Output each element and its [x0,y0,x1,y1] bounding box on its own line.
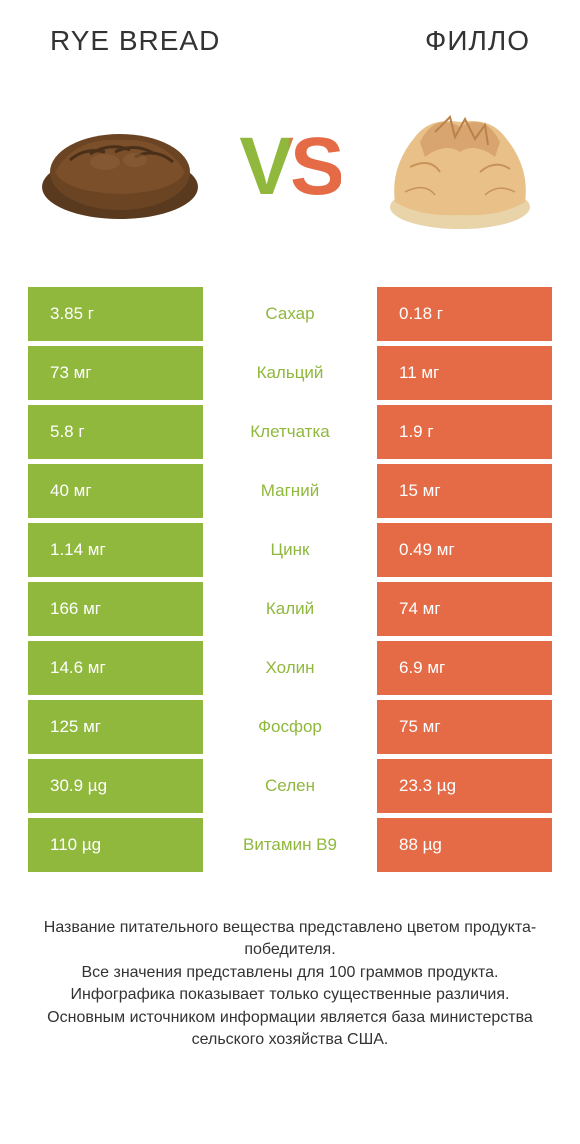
value-right: 23.3 µg [377,759,552,813]
title-right: ФИЛЛО [425,25,530,57]
table-row: 30.9 µgСелен23.3 µg [28,759,552,813]
value-left: 166 мг [28,582,203,636]
nutrient-label: Калий [203,582,377,636]
table-row: 73 мгКальций11 мг [28,346,552,400]
value-right: 75 мг [377,700,552,754]
rye-bread-image [30,87,210,247]
images-row: VS [0,67,580,287]
nutrient-label: Селен [203,759,377,813]
table-row: 166 мгКалий74 мг [28,582,552,636]
nutrient-label: Сахар [203,287,377,341]
table-row: 1.14 мгЦинк0.49 мг [28,523,552,577]
value-left: 3.85 г [28,287,203,341]
value-left: 40 мг [28,464,203,518]
title-left: RYE BREAD [50,25,220,57]
header: RYE BREAD ФИЛЛО [0,0,580,67]
nutrient-label: Фосфор [203,700,377,754]
nutrient-label: Магний [203,464,377,518]
value-right: 15 мг [377,464,552,518]
value-right: 0.49 мг [377,523,552,577]
footer-line: Все значения представлены для 100 граммо… [30,962,550,984]
value-right: 1.9 г [377,405,552,459]
value-right: 6.9 мг [377,641,552,695]
vs-label: VS [239,120,340,214]
value-right: 11 мг [377,346,552,400]
table-row: 125 мгФосфор75 мг [28,700,552,754]
footer-line: Название питательного вещества представл… [30,917,550,962]
value-right: 88 µg [377,818,552,872]
nutrient-label: Цинк [203,523,377,577]
table-row: 5.8 гКлетчатка1.9 г [28,405,552,459]
value-left: 5.8 г [28,405,203,459]
phyllo-image [370,87,550,247]
table-row: 110 µgВитамин B988 µg [28,818,552,872]
nutrient-label: Клетчатка [203,405,377,459]
footer-line: Основным источником информации является … [30,1007,550,1052]
comparison-table: 3.85 гСахар0.18 г73 мгКальций11 мг5.8 гК… [0,287,580,872]
table-row: 40 мгМагний15 мг [28,464,552,518]
value-left: 1.14 мг [28,523,203,577]
value-left: 14.6 мг [28,641,203,695]
value-right: 74 мг [377,582,552,636]
footer-line: Инфографика показывает только существенн… [30,984,550,1006]
nutrient-label: Кальций [203,346,377,400]
nutrient-label: Холин [203,641,377,695]
value-right: 0.18 г [377,287,552,341]
footer-text: Название питательного вещества представл… [0,877,580,1071]
table-row: 14.6 мгХолин6.9 мг [28,641,552,695]
table-row: 3.85 гСахар0.18 г [28,287,552,341]
nutrient-label: Витамин B9 [203,818,377,872]
value-left: 110 µg [28,818,203,872]
value-left: 30.9 µg [28,759,203,813]
value-left: 125 мг [28,700,203,754]
value-left: 73 мг [28,346,203,400]
